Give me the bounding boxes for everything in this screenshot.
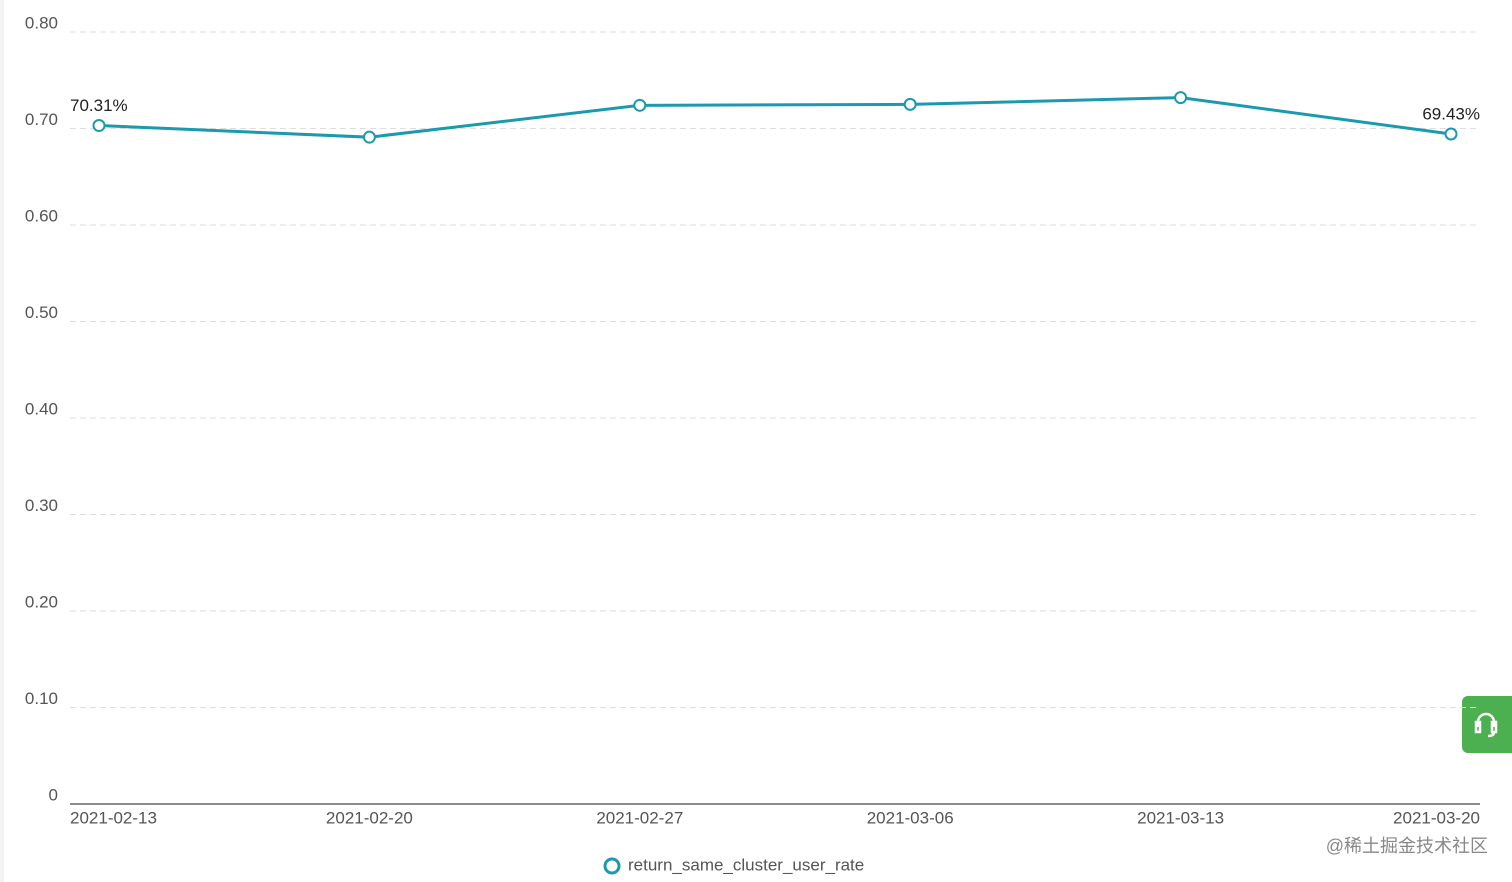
y-tick-label: 0.80 [25, 13, 58, 32]
point [1174, 91, 1188, 105]
x-tick-label: 2021-02-20 [326, 808, 413, 827]
point [1444, 127, 1458, 141]
point [903, 97, 917, 111]
point [362, 130, 376, 144]
legend-marker [603, 857, 621, 875]
x-tick-label: 2021-02-13 [70, 808, 157, 827]
x-tick-label: 2021-03-20 [1393, 808, 1480, 827]
left-edge [0, 0, 4, 882]
y-tick-label: 0.50 [25, 303, 58, 322]
y-tick-label: 0.30 [25, 496, 58, 515]
support-button-bg[interactable] [1462, 696, 1512, 753]
line [98, 96, 1452, 139]
point [92, 119, 106, 133]
x-tick-label: 2021-03-06 [867, 808, 954, 827]
x-tick-label: 2021-02-27 [596, 808, 683, 827]
y-tick-label: 0.40 [25, 399, 58, 418]
y-tick-label: 0.70 [25, 110, 58, 129]
data-label: 70.31% [70, 96, 128, 115]
y-tick-label: 0 [49, 785, 58, 804]
x-tick-label: 2021-03-13 [1137, 808, 1224, 827]
y-tick-label: 0.20 [25, 592, 58, 611]
data-label: 69.43% [1422, 104, 1480, 123]
legend-label: return_same_cluster_user_rate [628, 855, 864, 874]
y-tick-label: 0.60 [25, 206, 58, 225]
support-button[interactable] [1462, 696, 1512, 753]
y-tick-label: 0.10 [25, 689, 58, 708]
headset-icon [1474, 712, 1498, 738]
point [633, 98, 647, 112]
watermark: @稀土掘金技术社区 [1326, 836, 1488, 856]
